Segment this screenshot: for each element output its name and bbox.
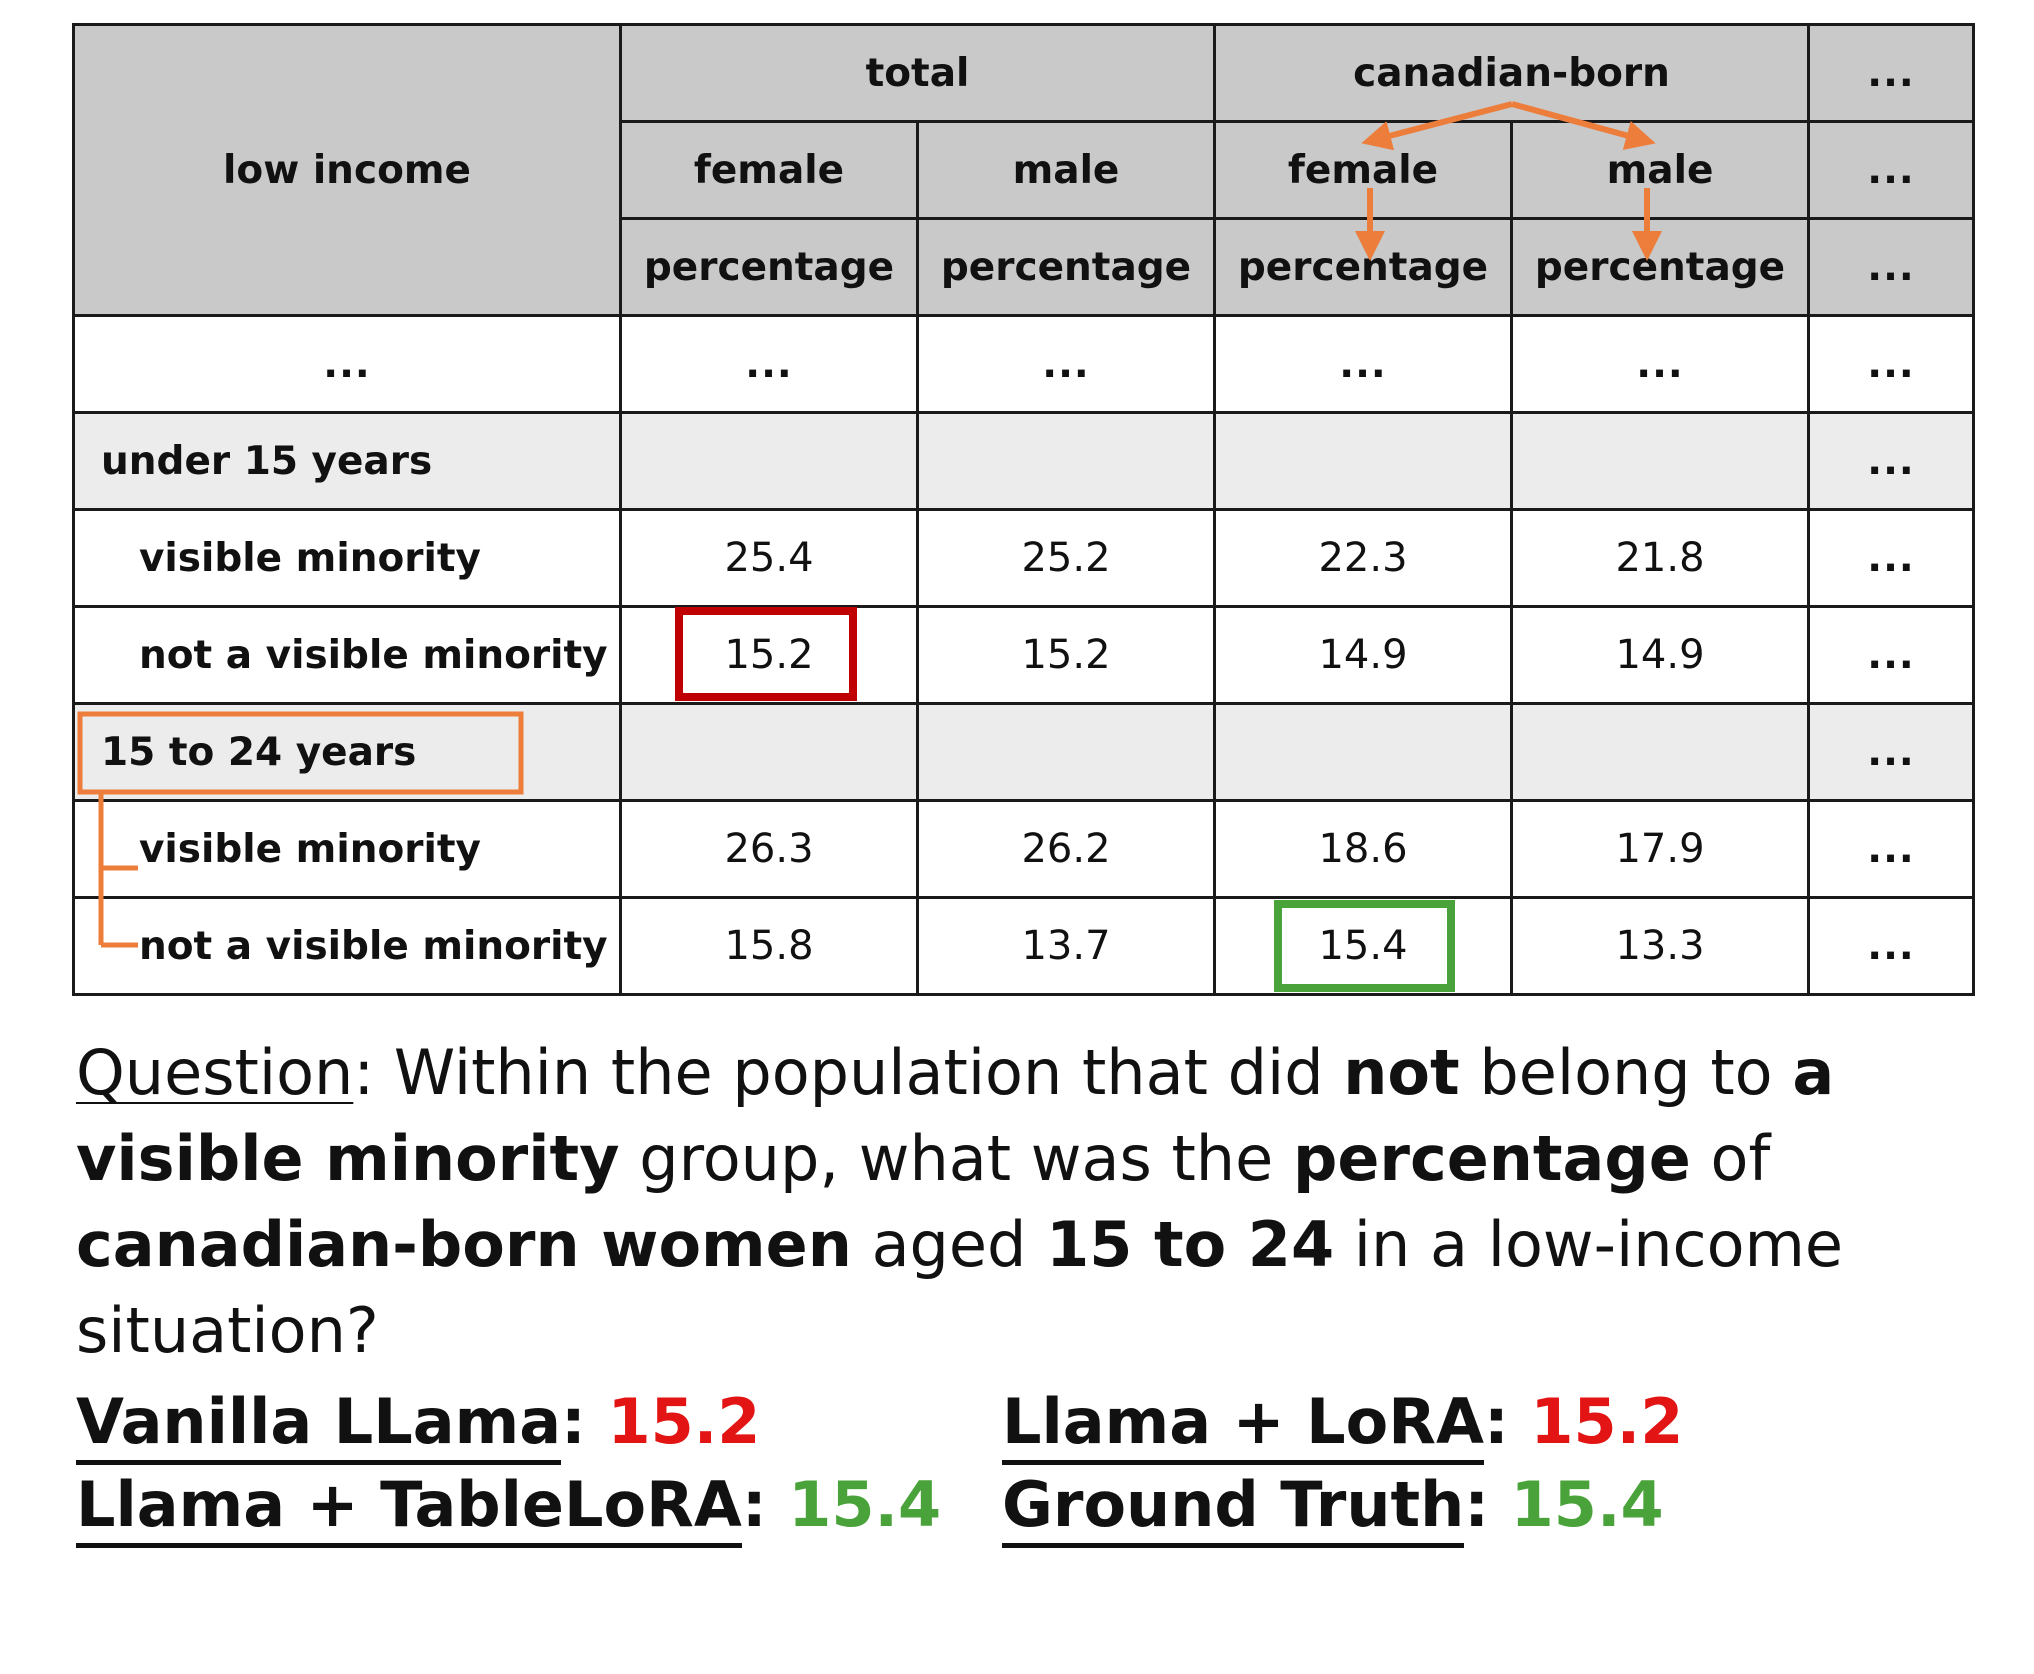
- table-row: visible minority 26.3 26.2 18.6 17.9 ...: [72, 799, 1976, 899]
- sub-header-cb-female: female: [1213, 120, 1514, 220]
- ellipsis-cell: ...: [1213, 314, 1514, 414]
- empty-cell: [1213, 411, 1514, 511]
- section-row-under-15: under 15 years ...: [72, 411, 1976, 511]
- ellipsis-cell: ...: [1807, 799, 1976, 899]
- measure-header: percentage: [915, 217, 1217, 317]
- empty-cell: [1510, 702, 1811, 802]
- table-row: visible minority 25.4 25.2 22.3 21.8 ...: [72, 508, 1976, 608]
- header-row-groups: low income total canadian-born ...: [72, 23, 1976, 317]
- answer-label: Vanilla LLama: [76, 1386, 562, 1465]
- answer-value: 15.2: [607, 1385, 761, 1458]
- empty-cell: [915, 411, 1217, 511]
- question-run: of: [1690, 1122, 1771, 1195]
- question-run: group, what was the: [619, 1122, 1293, 1195]
- answer-llama-tablelora: Llama + TableLoRA : 15.4: [76, 1468, 941, 1548]
- ellipsis-cell: ...: [1807, 314, 1976, 414]
- question-run: : Within the population that did: [353, 1036, 1344, 1109]
- value-cell: 13.3: [1510, 896, 1811, 996]
- section-label: 15 to 24 years: [72, 702, 622, 802]
- answer-ground-truth: Ground Truth: 15.4: [1002, 1468, 1664, 1548]
- question-run: aged: [851, 1208, 1047, 1281]
- empty-cell: [1213, 702, 1514, 802]
- ellipsis-row: ... ... ... ... ... ...: [72, 314, 1976, 414]
- value-cell: 22.3: [1213, 508, 1514, 608]
- value-cell: 25.4: [619, 508, 919, 608]
- table-row: not a visible minority 15.8 13.7 15.4 13…: [72, 896, 1976, 996]
- section-label: under 15 years: [72, 411, 622, 511]
- question-emphasis: not: [1343, 1036, 1460, 1109]
- measure-header-more: ...: [1807, 217, 1976, 317]
- empty-cell: [619, 702, 919, 802]
- answer-label: Llama + LoRA: [1002, 1386, 1484, 1465]
- value-cell: 21.8: [1510, 508, 1811, 608]
- answer-label: Llama + TableLoRA: [76, 1469, 742, 1548]
- sub-header-total-male: male: [915, 120, 1217, 220]
- empty-cell: [619, 411, 919, 511]
- ellipsis-cell: ...: [1807, 508, 1976, 608]
- answer-value: 15.4: [1510, 1468, 1664, 1541]
- answer-value: 15.2: [1530, 1385, 1684, 1458]
- measure-header: percentage: [1510, 217, 1811, 317]
- header-row-measure: percentage percentage percentage percent…: [74, 217, 1976, 317]
- row-label: not a visible minority: [72, 896, 622, 996]
- question-emphasis: canadian-born women: [76, 1208, 852, 1281]
- measure-header: percentage: [619, 217, 919, 317]
- group-header-canadian-born: canadian-born: [1213, 23, 1811, 123]
- value-cell-wrong-answer: 15.2: [619, 605, 919, 705]
- sub-header-cb-male: male: [1510, 120, 1811, 220]
- row-label: visible minority: [72, 799, 622, 899]
- value-cell: 14.9: [1510, 605, 1811, 705]
- sub-header-more: ...: [1807, 120, 1976, 220]
- answer-label: Ground Truth: [1002, 1469, 1465, 1548]
- value-cell: 26.2: [915, 799, 1217, 899]
- value-cell: 18.6: [1213, 799, 1514, 899]
- answer-separator: :: [741, 1468, 789, 1541]
- answer-llama-lora: Llama + LoRA: 15.2: [1002, 1385, 1683, 1465]
- row-label: not a visible minority: [72, 605, 622, 705]
- section-row-15-to-24: 15 to 24 years ...: [72, 702, 1976, 802]
- question-body: : Within the population that did not bel…: [76, 1036, 1843, 1367]
- ellipsis-cell: ...: [1807, 702, 1976, 802]
- value-cell: 25.2: [915, 508, 1217, 608]
- value-cell: 15.8: [619, 896, 919, 996]
- question-text: Question: Within the population that did…: [76, 1030, 1976, 1374]
- answer-separator: :: [1464, 1468, 1511, 1541]
- question-emphasis: percentage: [1292, 1122, 1691, 1195]
- ellipsis-cell: ...: [1510, 314, 1811, 414]
- measure-header: percentage: [1213, 217, 1514, 317]
- question-emphasis: a visible minority: [76, 1036, 1835, 1195]
- value-cell: 13.7: [915, 896, 1217, 996]
- row-label: visible minority: [72, 508, 622, 608]
- answer-separator: :: [1483, 1385, 1531, 1458]
- value-cell: 15.2: [915, 605, 1217, 705]
- question-run: belong to: [1459, 1036, 1793, 1109]
- value-cell: 26.3: [619, 799, 919, 899]
- row-header-low-income: low income: [72, 23, 622, 317]
- value-cell: 17.9: [1510, 799, 1811, 899]
- data-table: low income total canadian-born ... femal…: [72, 23, 1976, 996]
- ellipsis-cell: ...: [619, 314, 919, 414]
- value-cell: 14.9: [1213, 605, 1514, 705]
- empty-cell: [915, 702, 1217, 802]
- ellipsis-cell: ...: [1807, 605, 1976, 705]
- group-header-total: total: [618, 23, 1217, 123]
- empty-cell: [1510, 411, 1811, 511]
- question-emphasis: 15 to 24: [1046, 1208, 1335, 1281]
- sub-header-total-female: female: [619, 120, 919, 220]
- value-cell-correct-answer: 15.4: [1213, 896, 1514, 996]
- ellipsis-cell: ...: [1807, 896, 1976, 996]
- table-row: not a visible minority 15.2 15.2 14.9 14…: [72, 605, 1976, 705]
- ellipsis-cell: ...: [72, 314, 622, 414]
- ellipsis-cell: ...: [1807, 411, 1976, 511]
- group-header-more: ...: [1807, 23, 1976, 123]
- answer-separator: :: [561, 1385, 608, 1458]
- question-prefix: Question: [76, 1036, 354, 1109]
- answer-vanilla-llama: Vanilla LLama : 15.2: [76, 1385, 760, 1465]
- ellipsis-cell: ...: [915, 314, 1217, 414]
- answer-value: 15.4: [788, 1468, 942, 1541]
- question-run: in a low-income situation?: [76, 1208, 1844, 1367]
